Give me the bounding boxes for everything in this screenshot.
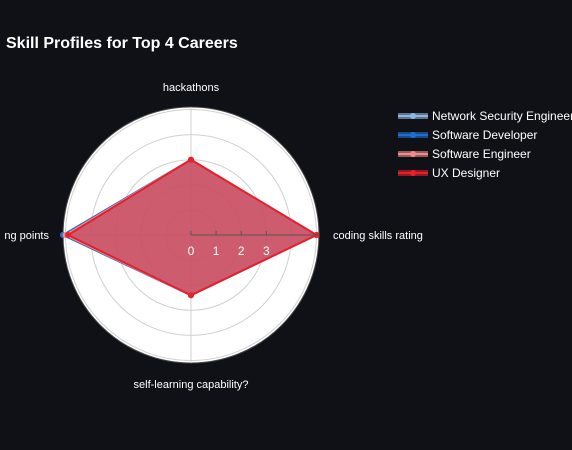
legend-swatch <box>398 148 428 160</box>
legend: Network Security Engineer Software Develo… <box>398 106 572 182</box>
radial-tick-label: 3 <box>263 244 270 258</box>
axis-label: coding skills rating <box>333 230 423 242</box>
chart-title: Skill Profiles for Top 4 Careers <box>6 35 238 52</box>
legend-item[interactable]: Software Developer <box>398 125 572 144</box>
radial-tick-label: 1 <box>213 244 220 258</box>
legend-swatch <box>398 167 428 179</box>
axis-label: self-learning capability? <box>134 379 249 391</box>
legend-item[interactable]: Network Security Engineer <box>398 106 572 125</box>
radial-tick-label: 0 <box>188 244 195 258</box>
radial-tick-label: 2 <box>238 244 245 258</box>
legend-item[interactable]: UX Designer <box>398 163 572 182</box>
axis-label: ng points <box>4 230 49 242</box>
legend-swatch <box>398 129 428 141</box>
legend-label: Software Engineer <box>432 146 531 161</box>
legend-label: Network Security Engineer <box>432 108 572 123</box>
axis-label: hackathons <box>163 82 220 94</box>
legend-item[interactable]: Software Engineer <box>398 144 572 163</box>
data-point <box>188 292 194 299</box>
data-point <box>188 156 194 163</box>
legend-label: UX Designer <box>432 165 501 180</box>
legend-label: Software Developer <box>432 127 538 142</box>
legend-swatch <box>398 110 428 122</box>
data-point <box>65 232 72 238</box>
